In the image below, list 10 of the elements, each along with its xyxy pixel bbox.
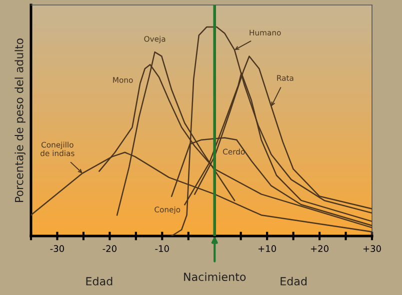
y-axis-title: Porcentaje de peso del adulto xyxy=(14,38,26,202)
x-tick-label: +30 xyxy=(363,245,381,252)
text: Edad xyxy=(86,276,112,286)
x-tick-label: +20 xyxy=(310,245,328,252)
x-tick-label: -20 xyxy=(102,245,116,252)
x-tick-label: +10 xyxy=(258,245,276,252)
x-tick-label: -10 xyxy=(155,245,169,252)
ref-line-label: Nacimiento xyxy=(184,272,246,282)
x-tick-label: -30 xyxy=(50,245,64,252)
text: Edad xyxy=(280,276,307,286)
